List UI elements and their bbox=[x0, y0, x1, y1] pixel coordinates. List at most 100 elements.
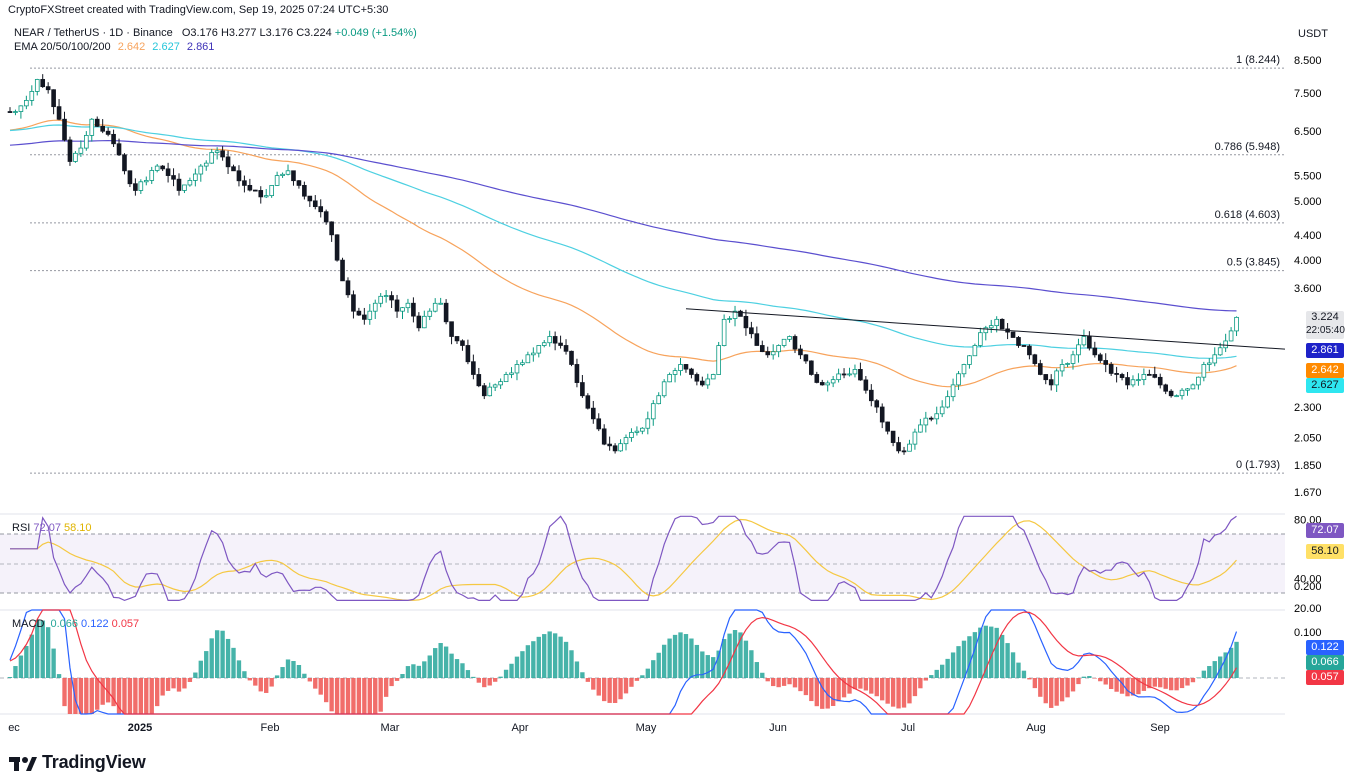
macd-bar bbox=[509, 663, 514, 678]
macd-bar bbox=[771, 678, 776, 687]
candle-body bbox=[323, 211, 329, 223]
macd-bar bbox=[362, 678, 367, 714]
candle-body bbox=[209, 152, 215, 164]
candle-body bbox=[182, 184, 187, 191]
candle-body bbox=[1070, 354, 1076, 364]
rsi-tick-2: 20.00 bbox=[1294, 603, 1322, 615]
tradingview-logo[interactable]: TradingView bbox=[8, 752, 146, 773]
macd-bar bbox=[503, 669, 509, 678]
macd-tick-1: 0.100 bbox=[1294, 627, 1322, 639]
chart-credit: CryptoFXStreet created with TradingView.… bbox=[8, 4, 389, 16]
macd-bar bbox=[198, 660, 203, 678]
macd-bar bbox=[929, 675, 934, 678]
ema50-value: 2.642 bbox=[117, 41, 146, 53]
candle-body bbox=[830, 379, 836, 384]
macd-bar bbox=[373, 678, 378, 714]
macd-bar bbox=[1147, 678, 1152, 689]
candle-body bbox=[405, 302, 411, 309]
macd-bar bbox=[176, 678, 182, 692]
candle-body bbox=[487, 386, 493, 397]
candle-body bbox=[879, 406, 885, 423]
macd-bar bbox=[476, 678, 481, 683]
macd-bar bbox=[825, 678, 830, 709]
macd-bar bbox=[716, 650, 721, 678]
candle-body bbox=[111, 133, 116, 145]
candle-body bbox=[1179, 389, 1185, 397]
macd-bar bbox=[803, 678, 809, 696]
macd-bar bbox=[629, 678, 634, 687]
candle-body bbox=[727, 318, 732, 320]
macd-bar bbox=[1098, 678, 1103, 682]
candle-body bbox=[541, 342, 547, 346]
candle-body bbox=[421, 315, 427, 329]
candle-body bbox=[291, 170, 296, 182]
macd-bar bbox=[787, 678, 792, 685]
macd-histogram bbox=[7, 619, 1239, 714]
candle-body bbox=[471, 361, 476, 375]
macd-bar bbox=[400, 674, 405, 678]
candle-body bbox=[574, 364, 580, 383]
candle-body bbox=[858, 369, 863, 381]
candle-body bbox=[552, 336, 558, 344]
candle-body bbox=[803, 354, 809, 362]
macd-signal-value: 0.057 bbox=[111, 618, 140, 630]
time-tick-8: Aug bbox=[1026, 722, 1046, 734]
candle-body bbox=[1185, 388, 1190, 391]
macd-bar bbox=[1032, 678, 1038, 689]
macd-bar bbox=[912, 678, 918, 697]
candle-body bbox=[329, 221, 334, 236]
candle-body bbox=[34, 79, 40, 92]
macd-bar bbox=[465, 670, 471, 678]
macd-bar bbox=[1070, 678, 1076, 692]
candle-body bbox=[1043, 374, 1049, 381]
macd-bar bbox=[542, 634, 547, 678]
ema100-value: 2.627 bbox=[152, 41, 180, 53]
candle-body bbox=[280, 173, 285, 176]
candle-body bbox=[585, 395, 591, 409]
macd-bar bbox=[841, 678, 847, 698]
candle-body bbox=[623, 437, 629, 445]
candle-body bbox=[356, 310, 362, 316]
candle-body bbox=[934, 413, 940, 420]
candle-body bbox=[716, 345, 721, 375]
macd-bar bbox=[1021, 670, 1027, 678]
macd-bar bbox=[1234, 641, 1239, 678]
candle-body bbox=[187, 180, 193, 186]
time-tick-3: Mar bbox=[381, 722, 400, 734]
candle-body bbox=[454, 336, 460, 342]
candle-body bbox=[165, 168, 171, 176]
time-tick-6: Jun bbox=[769, 722, 787, 734]
macd-bar bbox=[1103, 678, 1108, 685]
candle-body bbox=[1087, 336, 1092, 349]
ema200-value: 2.861 bbox=[186, 41, 215, 53]
macd-bar bbox=[1081, 676, 1087, 678]
candle-body bbox=[73, 152, 78, 162]
macd-bar bbox=[727, 633, 732, 678]
macd-bar bbox=[1212, 661, 1217, 678]
macd-bar bbox=[683, 634, 689, 678]
macd-bar bbox=[934, 669, 939, 678]
price-tick-1: 7.500 bbox=[1294, 88, 1322, 100]
tradingview-logo-icon bbox=[9, 756, 37, 771]
candle-body bbox=[661, 381, 667, 397]
candle-body bbox=[1097, 354, 1103, 361]
candle-body bbox=[1010, 331, 1016, 338]
candle-body bbox=[296, 180, 302, 186]
macd-bar bbox=[820, 678, 825, 709]
candle-body bbox=[116, 143, 122, 156]
macd-bar bbox=[334, 678, 340, 714]
macd-bar bbox=[351, 678, 356, 714]
candle-body bbox=[40, 79, 46, 88]
candle-body bbox=[476, 374, 482, 387]
candle-body bbox=[1234, 316, 1239, 332]
macd-bar bbox=[187, 678, 193, 682]
macd-bar bbox=[204, 651, 209, 678]
macd-bar bbox=[1054, 678, 1059, 706]
candle-body bbox=[242, 180, 247, 186]
candle-body bbox=[776, 345, 781, 353]
macd-bar bbox=[45, 627, 51, 678]
macd-bar bbox=[1005, 643, 1010, 678]
candle-body bbox=[351, 294, 356, 312]
macd-bar bbox=[307, 678, 313, 682]
